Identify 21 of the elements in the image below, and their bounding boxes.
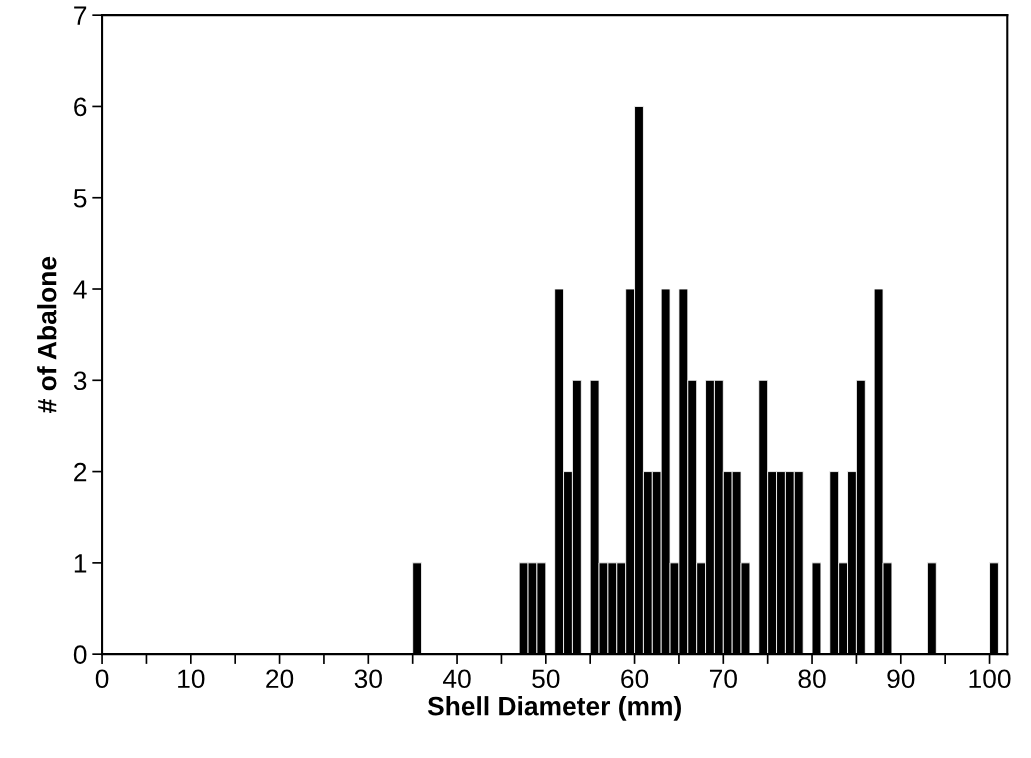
x-tick-label: 90 (887, 669, 915, 689)
y-tick-label: 0 (73, 645, 87, 664)
x-tick-label: 0 (95, 669, 109, 689)
y-tick-label: 4 (73, 280, 87, 299)
x-tick-label: 10 (178, 669, 205, 689)
x-axis-title: Shell Diameter (mm) (427, 696, 681, 721)
x-tick-label: 30 (354, 669, 382, 689)
y-tick-label: 3 (73, 371, 87, 391)
x-tick-label: 50 (532, 669, 560, 689)
x-tick-label: 100 (969, 669, 1011, 689)
x-tick-label: 70 (709, 669, 737, 689)
y-tick-label: 6 (74, 97, 87, 117)
y-tick-label: 5 (73, 189, 87, 208)
y-tick-label: 2 (74, 462, 87, 482)
x-tick-label: 60 (621, 669, 649, 689)
y-tick-label: 7 (74, 6, 87, 25)
y-tick-label: 1 (74, 554, 87, 573)
x-tick-label: 40 (442, 669, 471, 689)
y-axis-title: # of Abalone (37, 256, 57, 413)
x-tick-label: 20 (266, 669, 294, 689)
x-tick-label: 80 (798, 669, 826, 689)
